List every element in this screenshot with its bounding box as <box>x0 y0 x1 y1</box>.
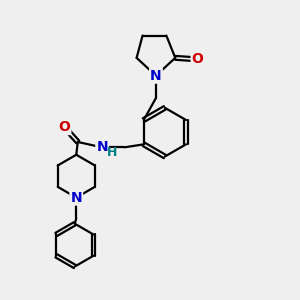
Text: O: O <box>192 52 203 66</box>
Text: N: N <box>96 140 108 154</box>
Text: N: N <box>150 69 162 83</box>
Text: O: O <box>58 120 70 134</box>
Text: H: H <box>106 146 117 159</box>
Text: N: N <box>70 190 82 205</box>
